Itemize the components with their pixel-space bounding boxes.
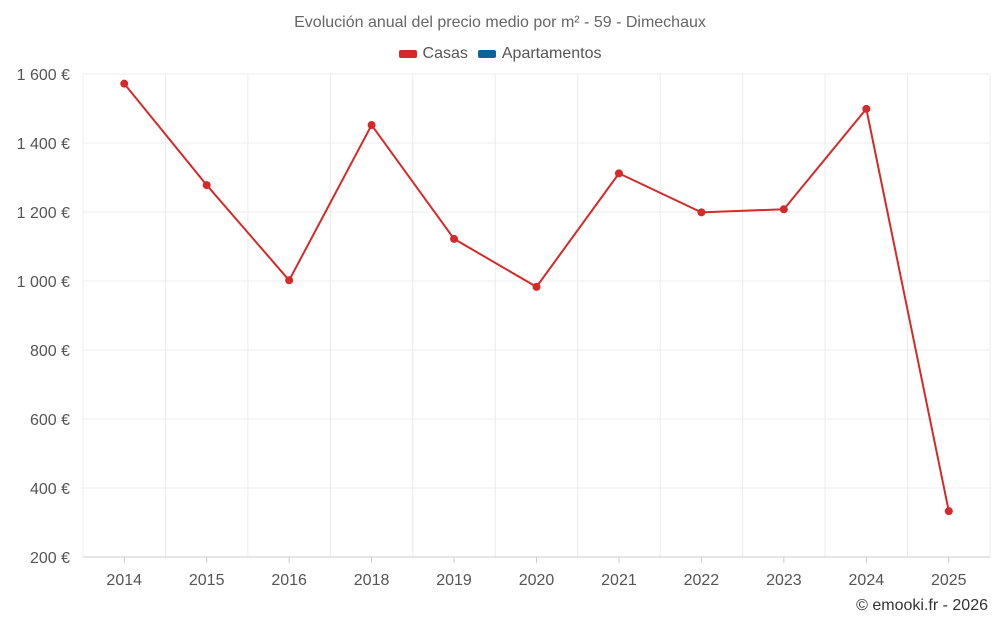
y-tick-label: 1 200 € <box>17 205 70 222</box>
x-tick-label: 2016 <box>271 572 307 589</box>
legend-label-casas: Casas <box>422 45 468 62</box>
data-point <box>779 205 788 214</box>
data-point <box>944 507 953 516</box>
data-point <box>614 169 623 178</box>
x-tick-label: 2021 <box>601 572 637 589</box>
y-tick-label: 200 € <box>30 550 70 567</box>
data-point <box>285 276 294 285</box>
x-tick-label: 2014 <box>106 572 142 589</box>
x-tick-label: 2022 <box>684 572 720 589</box>
data-point <box>450 234 459 243</box>
y-tick-label: 600 € <box>30 412 70 429</box>
legend-swatch-apartamentos <box>477 50 496 58</box>
y-tick-label: 1 400 € <box>17 136 70 153</box>
legend-item-apartamentos[interactable]: Apartamentos <box>477 45 602 63</box>
legend-label-apartamentos: Apartamentos <box>501 45 602 62</box>
credit-text: © emooki.fr - 2026 <box>856 597 988 614</box>
x-tick-label: 2019 <box>436 572 472 589</box>
x-tick-label: 2023 <box>766 572 802 589</box>
legend-swatch-casas <box>398 50 417 58</box>
y-tick-label: 1 600 € <box>17 67 70 84</box>
data-point <box>367 121 376 130</box>
y-tick-label: 800 € <box>30 343 70 360</box>
legend: Casas Apartamentos <box>0 45 1000 63</box>
x-tick-label: 2015 <box>189 572 225 589</box>
y-tick-label: 400 € <box>30 481 70 498</box>
data-point <box>202 181 211 190</box>
legend-item-casas[interactable]: Casas <box>398 45 468 63</box>
y-tick-label: 1 000 € <box>17 274 70 291</box>
x-tick-label: 2025 <box>931 572 967 589</box>
x-tick-label: 2018 <box>354 572 390 589</box>
data-point <box>532 282 541 291</box>
x-tick-label: 2024 <box>849 572 885 589</box>
chart-title: Evolución anual del precio medio por m² … <box>294 14 706 31</box>
x-tick-label: 2020 <box>519 572 555 589</box>
data-point <box>697 208 706 217</box>
data-point <box>120 79 129 88</box>
data-point <box>862 104 871 113</box>
